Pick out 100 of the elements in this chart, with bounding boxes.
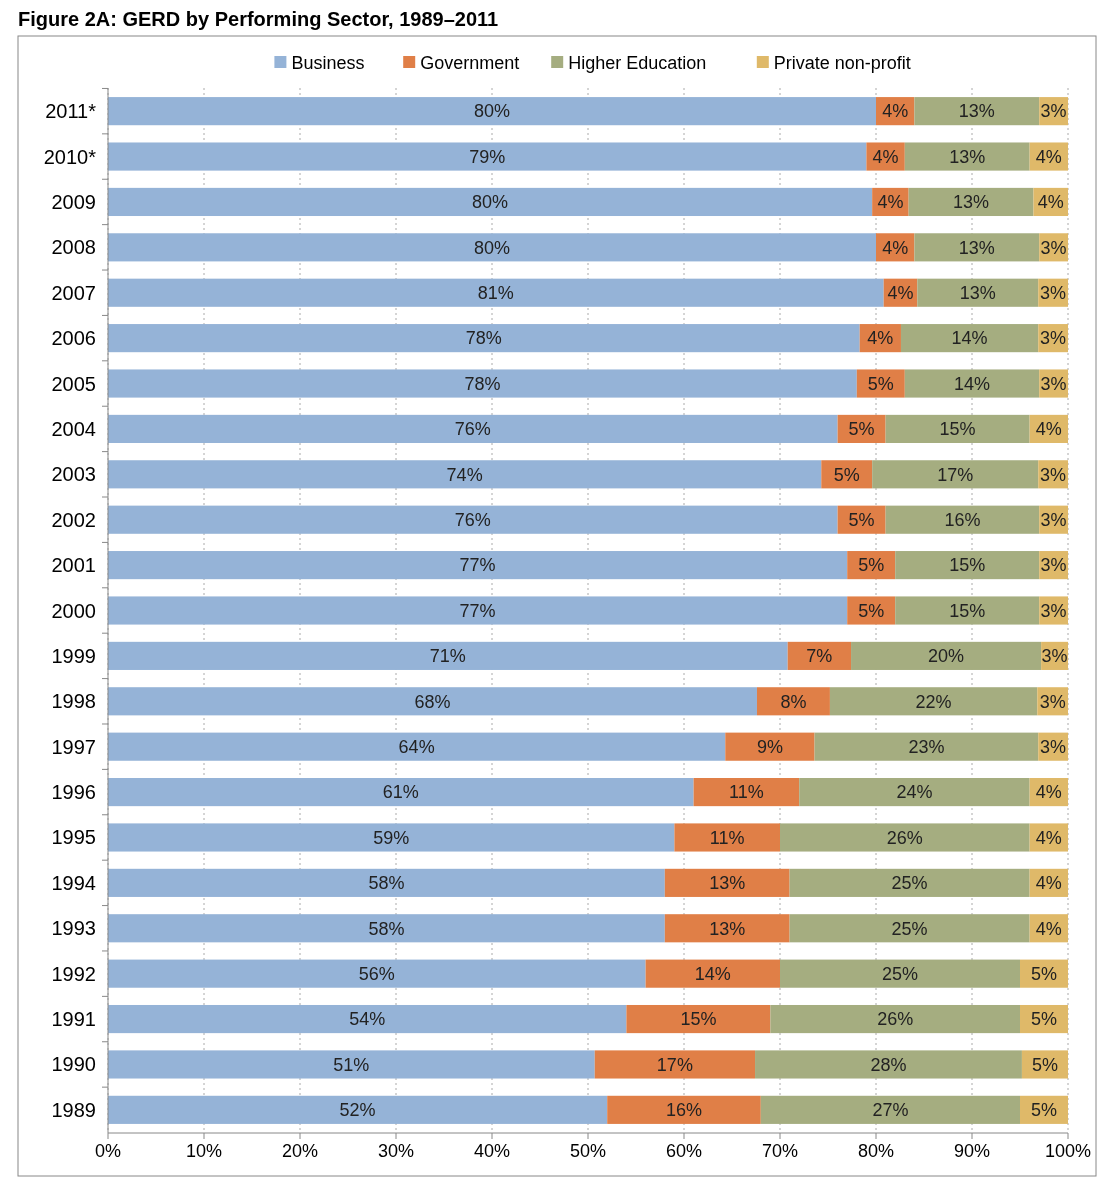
- data-label: 13%: [958, 237, 995, 258]
- x-tick-label: 60%: [665, 1141, 703, 1161]
- y-tick-label: 2003: [51, 463, 96, 486]
- bar: [108, 278, 884, 307]
- data-label: 25%: [891, 873, 928, 894]
- bar: [645, 959, 780, 988]
- y-tick-label: 1999: [51, 644, 96, 667]
- bar: [674, 823, 780, 852]
- x-tick-label: 80%: [857, 1141, 895, 1161]
- bar: [108, 687, 757, 716]
- bar: [108, 551, 848, 580]
- data-label: 80%: [473, 101, 511, 122]
- y-tick-label: 2001: [51, 554, 96, 577]
- bar: [895, 596, 1040, 625]
- y-tick-label: 1991: [51, 1008, 96, 1031]
- legend-label: Higher Education: [568, 53, 707, 74]
- data-label: 15%: [939, 419, 976, 440]
- data-label: 26%: [886, 827, 923, 848]
- y-tick-label: 1997: [51, 735, 96, 758]
- y-tick-label: 2009: [51, 190, 96, 213]
- bar: [904, 369, 1040, 398]
- bar: [108, 778, 694, 807]
- bar: [108, 914, 665, 943]
- data-label: 3%: [1039, 691, 1066, 712]
- data-label: 28%: [870, 1054, 907, 1075]
- data-label: 14%: [694, 963, 731, 984]
- data-label: 77%: [459, 555, 496, 576]
- data-label: 5%: [1030, 1009, 1058, 1030]
- y-tick-label: 2002: [51, 508, 96, 531]
- bar: [885, 414, 1030, 443]
- data-label: 52%: [339, 1100, 376, 1121]
- bar: [594, 1050, 756, 1079]
- data-label: 3%: [1040, 101, 1067, 122]
- data-label: 3%: [1040, 510, 1067, 531]
- bar: [725, 732, 815, 761]
- data-label: 79%: [469, 146, 506, 167]
- data-label: 7%: [806, 646, 833, 667]
- bar: [108, 823, 675, 852]
- bar: [789, 868, 1030, 897]
- bar: [108, 97, 876, 126]
- bar: [885, 505, 1040, 534]
- data-label: 58%: [368, 873, 405, 894]
- bar: [108, 142, 867, 171]
- bar: [108, 1004, 627, 1034]
- bar: [908, 187, 1034, 217]
- data-label: 77%: [459, 600, 496, 621]
- bar: [755, 1050, 1022, 1079]
- data-label: 27%: [872, 1100, 909, 1121]
- data-label: 17%: [656, 1054, 693, 1075]
- y-tick-label: 2007: [51, 281, 96, 304]
- data-label: 4%: [882, 101, 909, 122]
- data-label: 3%: [1040, 736, 1067, 757]
- y-tick-label: 1994: [51, 871, 96, 894]
- data-label: 54%: [349, 1009, 386, 1030]
- data-label: 22%: [915, 691, 952, 712]
- bar: [108, 414, 838, 443]
- legend-label: Business: [291, 53, 365, 74]
- bar: [904, 142, 1030, 171]
- data-label: 3%: [1040, 555, 1067, 576]
- y-tick-label: 1992: [51, 962, 96, 985]
- bar: [108, 596, 848, 625]
- data-label: 58%: [368, 918, 405, 939]
- data-label: 5%: [1031, 1054, 1058, 1075]
- data-label: 15%: [680, 1009, 717, 1030]
- bar: [851, 641, 1042, 670]
- x-tick-label: 20%: [281, 1141, 319, 1161]
- data-label: 4%: [1035, 827, 1062, 848]
- data-label: 3%: [1041, 646, 1068, 667]
- data-label: 13%: [709, 918, 746, 939]
- data-label: 5%: [1030, 963, 1058, 984]
- data-label: 74%: [446, 464, 483, 485]
- data-label: 56%: [358, 963, 395, 984]
- data-label: 13%: [949, 146, 986, 167]
- y-tick-label: 2006: [51, 327, 96, 350]
- data-label: 3%: [1040, 600, 1067, 621]
- data-label: 16%: [944, 510, 981, 531]
- y-tick-label: 1995: [51, 826, 96, 849]
- y-tick-label: 1989: [51, 1098, 96, 1121]
- data-label: 5%: [848, 510, 875, 531]
- data-label: 4%: [872, 146, 899, 167]
- y-tick-label: 1998: [51, 690, 96, 713]
- bar: [664, 914, 790, 943]
- data-label: 14%: [953, 373, 991, 394]
- bar: [693, 778, 800, 807]
- data-label: 4%: [1035, 782, 1062, 803]
- bar: [760, 1095, 1020, 1124]
- y-tick-label: 2005: [51, 372, 96, 395]
- bar: [108, 959, 646, 988]
- data-label: 4%: [1035, 146, 1062, 167]
- data-label: 25%: [891, 918, 928, 939]
- data-label: 4%: [887, 283, 914, 304]
- data-label: 78%: [465, 328, 502, 349]
- chart-title: Figure 2A: GERD by Performing Sector, 1989–2011: [18, 8, 499, 30]
- data-label: 5%: [858, 600, 885, 621]
- x-tick-label: 90%: [953, 1141, 991, 1161]
- x-tick-label: 30%: [377, 1141, 415, 1161]
- bar: [756, 687, 830, 716]
- data-label: 13%: [959, 283, 996, 304]
- x-tick-label: 10%: [185, 1141, 223, 1161]
- bar: [799, 778, 1030, 807]
